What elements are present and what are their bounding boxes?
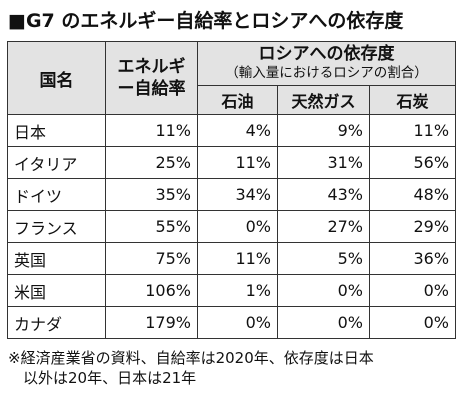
source-note-line2: 以外は20年、日本は21年 xyxy=(23,369,197,387)
oil-cell: 34% xyxy=(197,178,278,211)
oil-cell: 1% xyxy=(197,274,278,307)
oil-cell: 0% xyxy=(197,306,278,339)
table-row: ドイツ 35% 34% 43% 48% xyxy=(7,178,457,211)
coal-cell: 36% xyxy=(368,242,457,275)
self-sufficiency-cell: 11% xyxy=(105,114,198,147)
self-sufficiency-cell: 55% xyxy=(105,210,198,243)
header-gas: 天然ガス xyxy=(277,85,370,115)
coal-cell: 0% xyxy=(368,306,457,339)
header-oil: 石油 xyxy=(197,85,278,115)
table-row: フランス 55% 0% 27% 29% xyxy=(7,210,457,243)
dependence-table: 国名 エネルギ ー自給率 ロシアへの依存度 （輸入量におけるロシアの割合） 石油… xyxy=(7,41,457,339)
coal-cell: 11% xyxy=(368,114,457,147)
coal-cell: 56% xyxy=(368,146,457,179)
country-cell: 米国 xyxy=(7,274,106,307)
gas-cell: 0% xyxy=(277,306,370,339)
oil-cell: 11% xyxy=(197,242,278,275)
self-sufficiency-cell: 106% xyxy=(105,274,198,307)
oil-cell: 4% xyxy=(197,114,278,147)
header-dependence-sub: （輸入量におけるロシアの割合） xyxy=(225,64,428,81)
self-sufficiency-cell: 179% xyxy=(105,306,198,339)
gas-cell: 0% xyxy=(277,274,370,307)
gas-cell: 27% xyxy=(277,210,370,243)
country-cell: フランス xyxy=(7,210,106,243)
header-self-line2: ー自給率 xyxy=(117,79,186,99)
country-cell: ドイツ xyxy=(7,178,106,211)
header-dependence-label: ロシアへの依存度 xyxy=(258,43,395,64)
oil-cell: 11% xyxy=(197,146,278,179)
page-title: ■G7 のエネルギー自給率とロシアへの依存度 xyxy=(8,10,404,32)
self-sufficiency-cell: 35% xyxy=(105,178,198,211)
self-sufficiency-cell: 75% xyxy=(105,242,198,275)
table-row: イタリア 25% 11% 31% 56% xyxy=(7,146,457,179)
header-self-sufficiency: エネルギ ー自給率 xyxy=(105,41,198,115)
table-row: 英国 75% 11% 5% 36% xyxy=(7,242,457,275)
gas-cell: 5% xyxy=(277,242,370,275)
self-sufficiency-cell: 25% xyxy=(105,146,198,179)
oil-cell: 0% xyxy=(197,210,278,243)
gas-cell: 43% xyxy=(277,178,370,211)
header-country: 国名 xyxy=(7,41,106,115)
gas-cell: 9% xyxy=(277,114,370,147)
table-row: 日本 11% 4% 9% 11% xyxy=(7,114,457,147)
source-note-line1: ※経済産業省の資料、自給率は2020年、依存度は日本 xyxy=(8,349,374,367)
country-cell: イタリア xyxy=(7,146,106,179)
country-cell: 英国 xyxy=(7,242,106,275)
header-dependence: ロシアへの依存度 （輸入量におけるロシアの割合） xyxy=(196,41,457,86)
source-note: ※経済産業省の資料、自給率は2020年、依存度は日本 以外は20年、日本は21年 xyxy=(8,348,460,388)
country-cell: カナダ xyxy=(7,306,106,339)
coal-cell: 0% xyxy=(368,274,457,307)
gas-cell: 31% xyxy=(277,146,370,179)
country-cell: 日本 xyxy=(7,114,106,147)
table-row: 米国 106% 1% 0% 0% xyxy=(7,274,457,307)
coal-cell: 29% xyxy=(368,210,457,243)
table-row: カナダ 179% 0% 0% 0% xyxy=(7,306,457,339)
header-coal: 石炭 xyxy=(368,85,457,115)
header-self-line1: エネルギ xyxy=(117,57,186,77)
coal-cell: 48% xyxy=(368,178,457,211)
